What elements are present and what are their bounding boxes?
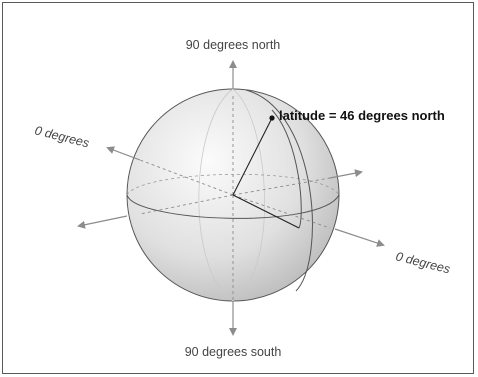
- right-equator-arrow: [334, 228, 385, 247]
- axis-left-inner: [139, 159, 234, 196]
- south-label: 90 degrees south: [185, 345, 282, 359]
- back-meridian-2: [232, 88, 265, 302]
- latitude-point: [269, 115, 275, 121]
- equator-back: [126, 173, 340, 196]
- left-lower-arrow: [77, 215, 128, 229]
- right-upper-arrow: [329, 169, 363, 179]
- axis-right-inner: [232, 177, 331, 196]
- left-equator-arrow: [106, 146, 141, 161]
- axis-lowleft-inner: [139, 194, 234, 215]
- latitude-label: latitude = 46 degrees north: [279, 108, 445, 123]
- axis-lowright-inner: [232, 194, 331, 229]
- equator-front: [126, 194, 340, 219]
- latitude-projection: [232, 194, 300, 229]
- right-equator-label: 0 degrees: [394, 249, 451, 276]
- latitude-radius: [232, 117, 273, 196]
- meridian-front: [245, 89, 313, 292]
- north-label: 90 degrees north: [186, 38, 281, 52]
- meridian-front-2: [271, 109, 302, 229]
- left-equator-label: 0 degrees: [33, 123, 90, 150]
- back-meridian: [198, 88, 234, 302]
